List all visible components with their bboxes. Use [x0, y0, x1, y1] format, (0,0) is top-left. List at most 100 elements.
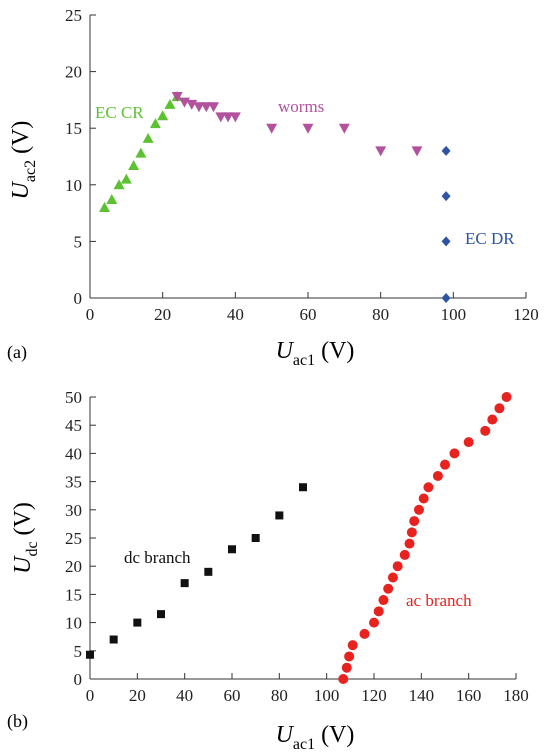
panel-b-x-axis-title-unit: (V)	[315, 722, 354, 748]
panel-b-x-tick-label: 120	[361, 686, 387, 705]
ec-cr-point	[128, 160, 140, 171]
ec-cr-point	[149, 118, 161, 129]
ec-cr-point	[142, 132, 154, 143]
panel-a-x-tick-label: 0	[86, 305, 95, 324]
worms-point	[302, 123, 314, 134]
panel-b-y-tick-label: 5	[74, 642, 83, 661]
worms-point	[375, 146, 387, 157]
panel-b-x-tick-label: 140	[409, 686, 435, 705]
panel-a-label: (a)	[7, 342, 27, 363]
dc-branch-point	[86, 650, 94, 659]
ac-branch-point	[373, 606, 384, 617]
panel-b-y-tick-label: 15	[65, 585, 82, 604]
dc-branch-point	[109, 635, 118, 644]
panel-b-y-tick-label: 25	[65, 529, 82, 548]
ec-cr-point	[164, 98, 176, 109]
dc-branch-point	[180, 579, 189, 588]
panel-a-y-tick-label: 0	[74, 289, 83, 308]
panel-a-x-axis-title-main: U	[276, 338, 295, 364]
worms-point	[266, 123, 278, 134]
panel-a-x-tick-label: 60	[300, 305, 317, 324]
ac-branch-point	[392, 561, 403, 572]
svg-text:Uac1 (V): Uac1 (V)	[276, 722, 355, 753]
ac-branch-point	[347, 640, 358, 651]
panel-b-x-tick-label: 180	[503, 686, 529, 705]
worms-point	[411, 146, 423, 157]
worms-point	[338, 123, 350, 134]
legend-label-dc-branch: dc branch	[124, 548, 191, 567]
panel-a-y-tick-label: 10	[65, 176, 82, 195]
panel-b-y-axis-title-main: U	[10, 555, 36, 574]
panel-a-x-tick-label: 100	[441, 305, 467, 324]
panel-a-x-axis-title-sub: ac1	[293, 352, 315, 369]
panel-a-y-tick-label: 5	[74, 232, 83, 251]
ec-dr-point	[441, 145, 451, 156]
worms-point	[193, 102, 205, 113]
panel-b-y-tick-label: 45	[65, 416, 82, 435]
ac-branch-point	[369, 617, 379, 628]
panel-b-label: (b)	[7, 711, 28, 732]
ac-branch-point	[344, 651, 355, 662]
ec-cr-point	[99, 201, 111, 212]
dc-branch-point	[204, 567, 213, 576]
panel-a-x-tick-label: 40	[227, 305, 244, 324]
panel-a-x-tick-label: 20	[154, 305, 171, 324]
ac-branch-point	[387, 572, 398, 583]
ac-branch-point	[440, 459, 450, 470]
ec-dr-point	[441, 191, 451, 202]
panel-b-x-axis-title-main: U	[276, 722, 295, 748]
panel-b-y-axis-title-sub: dc	[24, 541, 41, 556]
ac-branch-point	[399, 549, 410, 560]
svg-text:Udc (V): Udc (V)	[10, 502, 41, 574]
svg-text:Uac1 (V): Uac1 (V)	[276, 338, 355, 369]
ac-branch-point	[432, 470, 443, 481]
dc-branch-point	[275, 511, 284, 520]
ac-branch-point	[418, 493, 429, 504]
ec-cr-point	[157, 110, 169, 121]
dc-branch-point	[228, 545, 236, 554]
panel-b-plot: Udc (V) Uac1 (V) (b) dc branch ac branch…	[7, 388, 529, 753]
panel-a-x-tick-label: 80	[372, 305, 389, 324]
panel-a-y-axis-title-sub: ac2	[22, 160, 39, 182]
panel-a-plot: Uac2 (V) Uac1 (V) (a) EC CR worms EC DR …	[7, 6, 539, 369]
ec-dr-point	[441, 236, 451, 247]
panel-b-y-tick-label: 35	[65, 473, 82, 492]
panel-b-x-tick-label: 20	[129, 686, 146, 705]
panel-b-y-tick-label: 50	[65, 388, 82, 407]
panel-b-x-tick-label: 80	[271, 686, 288, 705]
panel-b-y-tick-label: 20	[65, 557, 82, 576]
ac-branch-point	[449, 448, 460, 459]
dc-branch-point	[299, 483, 307, 492]
ac-branch-point	[487, 414, 498, 425]
ec-dr-point	[441, 293, 451, 303]
panel-b-y-axis-title: Udc (V)	[10, 502, 41, 574]
ac-branch-point	[501, 392, 512, 402]
panel-b-x-tick-label: 60	[224, 686, 241, 705]
panel-b-x-tick-label: 0	[86, 686, 95, 705]
ac-branch-point	[383, 583, 394, 594]
legend-label-ac-branch: ac branch	[406, 591, 472, 610]
ac-branch-point	[338, 674, 349, 684]
ac-branch-point	[359, 628, 370, 639]
panel-b-y-tick-label: 0	[74, 670, 83, 689]
ec-cr-point	[113, 179, 125, 190]
ac-branch-point	[341, 662, 352, 673]
ec-cr-point	[135, 147, 147, 158]
ec-cr-point	[106, 194, 118, 205]
worms-point	[208, 102, 220, 113]
panel-a-x-axis-title-unit: (V)	[315, 338, 354, 364]
panel-b-x-tick-label: 100	[314, 686, 340, 705]
panel-b-y-tick-label: 30	[65, 501, 82, 520]
panel-a-y-tick-label: 20	[65, 63, 82, 82]
panel-b-y-tick-label: 40	[65, 444, 82, 463]
ac-branch-point	[480, 425, 491, 436]
ac-branch-point	[423, 482, 434, 493]
worms-point	[200, 102, 212, 113]
ac-branch-point	[406, 527, 417, 538]
panel-a-y-axis-title: Uac2 (V)	[8, 121, 39, 200]
dc-branch-point	[251, 534, 260, 542]
worms-point	[222, 112, 234, 123]
panel-a-y-axis-title-main: U	[8, 180, 34, 199]
legend-label-worms: worms	[278, 97, 324, 116]
